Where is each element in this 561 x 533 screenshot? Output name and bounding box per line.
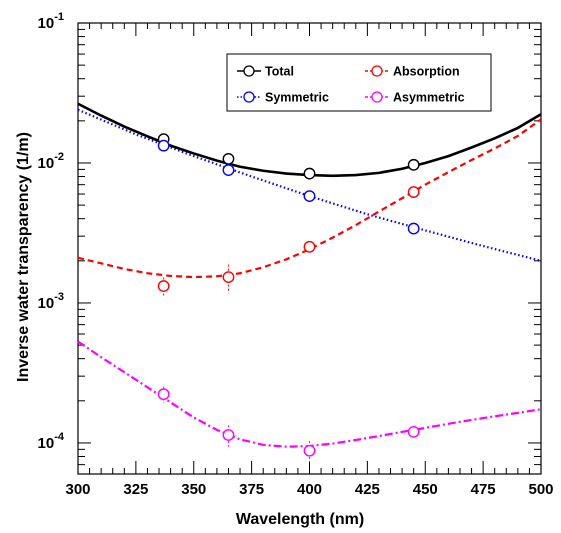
x-tick-label: 500 <box>528 481 553 498</box>
data-point-asymmetric <box>222 425 235 447</box>
marker <box>157 280 170 292</box>
data-point-symmetric <box>157 139 170 152</box>
marker <box>303 167 316 180</box>
marker <box>303 190 316 202</box>
marker <box>407 222 420 235</box>
x-tick-label: 425 <box>355 481 380 498</box>
legend-marker <box>371 91 383 103</box>
legend-label: Total <box>265 65 294 79</box>
marker <box>157 388 170 401</box>
legend-label: Symmetric <box>265 91 329 105</box>
data-point-symmetric <box>407 222 420 235</box>
legend-entry-absorption: Absorption <box>365 65 460 79</box>
y-tick-label: 10-3 <box>38 291 64 312</box>
data-point-total <box>222 152 235 165</box>
marker <box>303 240 316 253</box>
x-tick-label: 350 <box>181 481 206 498</box>
y-tick-label: 10-4 <box>38 431 65 452</box>
x-tick-label: 475 <box>471 481 496 498</box>
legend-entry-asymmetric: Asymmetric <box>365 91 465 105</box>
legend-label: Absorption <box>393 65 460 79</box>
x-tick-label: 300 <box>65 481 90 498</box>
legend-label: Asymmetric <box>393 91 465 105</box>
data-point-asymmetric <box>407 425 420 438</box>
data-point-asymmetric <box>157 386 170 403</box>
fit-curve-absorption <box>77 118 542 279</box>
legend-marker <box>243 91 255 103</box>
marker <box>222 164 235 176</box>
data-point-absorption <box>222 264 235 293</box>
axis-tick-labels: 300 325 350 375 400 425 450 475 500 10-4 10-3 10-2 1… <box>38 11 554 498</box>
y-tick-label: 10-2 <box>38 151 64 172</box>
legend-entry-total: Total <box>237 65 294 79</box>
marker <box>222 152 235 165</box>
legend-entry-symmetric: Symmetric <box>237 91 329 105</box>
marker <box>407 186 420 198</box>
marker <box>222 429 235 441</box>
data-point-total <box>303 167 316 180</box>
marker <box>407 425 420 438</box>
x-tick-label: 450 <box>413 481 438 498</box>
marker <box>407 158 420 171</box>
data-point-total <box>407 158 420 171</box>
legend-box <box>226 53 492 112</box>
marker <box>222 271 235 284</box>
x-tick-label: 400 <box>297 481 322 498</box>
data-point-absorption <box>407 186 420 198</box>
marker <box>157 139 170 152</box>
x-axis-label: Wavelength (nm) <box>236 511 364 528</box>
data-point-symmetric <box>303 190 316 202</box>
axis-ticks <box>77 22 542 475</box>
data-point-asymmetric <box>303 441 316 463</box>
x-tick-label: 325 <box>123 481 148 498</box>
x-tick-label: 375 <box>239 481 264 498</box>
legend-marker <box>371 65 383 77</box>
y-tick-label: 10-1 <box>38 11 64 32</box>
marker <box>303 444 316 457</box>
data-points <box>157 133 420 463</box>
data-point-absorption <box>157 277 170 297</box>
data-point-symmetric <box>222 164 235 176</box>
legend: Total Absorption Symmetric Asymmetric <box>226 53 492 112</box>
legend-marker <box>243 65 255 77</box>
data-point-absorption <box>303 240 316 253</box>
y-axis-label: Inverse water transparency (1/m) <box>15 132 32 382</box>
